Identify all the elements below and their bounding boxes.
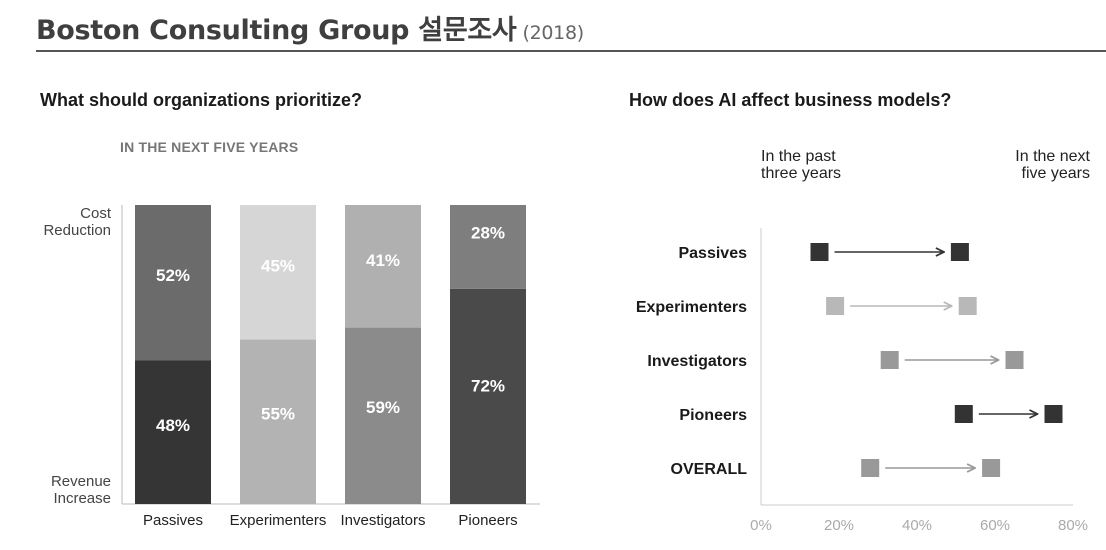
data-label-investigators-cost: 41% <box>366 251 400 270</box>
row-label-overall: OVERALL <box>671 461 748 478</box>
marker-next-passives <box>950 243 969 261</box>
data-label-experimenters-cost: 45% <box>261 257 295 276</box>
marker-past-investigators <box>880 351 899 369</box>
bar-pioneers-cost <box>450 205 526 289</box>
left-chart-title: What should organizations prioritize? <box>40 90 362 110</box>
page-title-year: (2018) <box>522 22 584 44</box>
data-label-passives-revenue: 48% <box>156 416 190 435</box>
page-title-text: Boston Consulting Group 설문조사 <box>36 15 517 46</box>
bar-passives-cost <box>135 205 211 361</box>
axis-label-top: Cost Reduction <box>30 205 111 239</box>
category-label-experimenters: Experimenters <box>229 512 327 529</box>
bar-passives-revenue <box>135 360 211 504</box>
category-label-pioneers: Pioneers <box>458 512 518 529</box>
marker-next-pioneers <box>1044 405 1063 423</box>
row-label-investigators: Investigators <box>647 353 747 370</box>
row-label-pioneers: Pioneers <box>679 407 747 424</box>
legend-from: In the past three years <box>761 148 842 182</box>
marker-next-overall <box>982 459 1001 477</box>
x-tick-label-4: 80% <box>1058 517 1088 534</box>
bar-investigators-revenue <box>345 327 421 504</box>
bar-experimenters-cost <box>240 205 316 340</box>
left-chart-subtitle: IN THE NEXT FIVE YEARS <box>120 139 299 155</box>
marker-past-pioneers <box>954 405 973 423</box>
x-tick-label-0: 0% <box>750 517 772 534</box>
marker-next-investigators <box>1005 351 1024 369</box>
axis-label-bottom-text: Revenue Increase <box>50 473 111 507</box>
marker-past-overall <box>861 459 880 477</box>
data-label-experimenters-revenue: 55% <box>261 405 295 424</box>
bar-experimenters-revenue <box>240 339 316 504</box>
data-label-pioneers-revenue: 72% <box>471 377 505 396</box>
legend-to: In the next five years <box>1015 148 1090 182</box>
axis-label-bottom: Revenue Increase <box>30 473 111 507</box>
dumbbell-chart: Passives Experimenters Investigators Pionee… <box>636 228 1088 534</box>
x-tick-label-3: 60% <box>980 517 1010 534</box>
x-tick-label-1: 20% <box>824 517 854 534</box>
row-label-experimenters: Experimenters <box>636 299 747 316</box>
marker-past-passives <box>810 243 829 261</box>
stacked-bar-chart: 48% 52% 55% 45% 59% 41% 72% 28% <box>121 205 540 505</box>
marker-past-experimenters <box>826 297 845 315</box>
category-label-passives: Passives <box>142 512 204 529</box>
bar-pioneers-revenue <box>450 288 526 504</box>
data-label-investigators-revenue: 59% <box>366 398 400 417</box>
category-label-investigators: Investigators <box>340 512 426 529</box>
marker-next-experimenters <box>958 297 977 315</box>
x-tick-label-2: 40% <box>902 517 932 534</box>
bar-investigators-cost <box>345 205 421 328</box>
page-title: Boston Consulting Group 설문조사 (2018) <box>36 8 584 47</box>
row-label-passives: Passives <box>678 245 747 262</box>
axis-label-top-text: Cost Reduction <box>43 205 111 239</box>
right-chart-title: How does AI affect business models? <box>629 90 952 110</box>
data-label-pioneers-cost: 28% <box>471 224 505 243</box>
data-label-passives-cost: 52% <box>156 266 190 285</box>
title-divider <box>36 50 1106 52</box>
